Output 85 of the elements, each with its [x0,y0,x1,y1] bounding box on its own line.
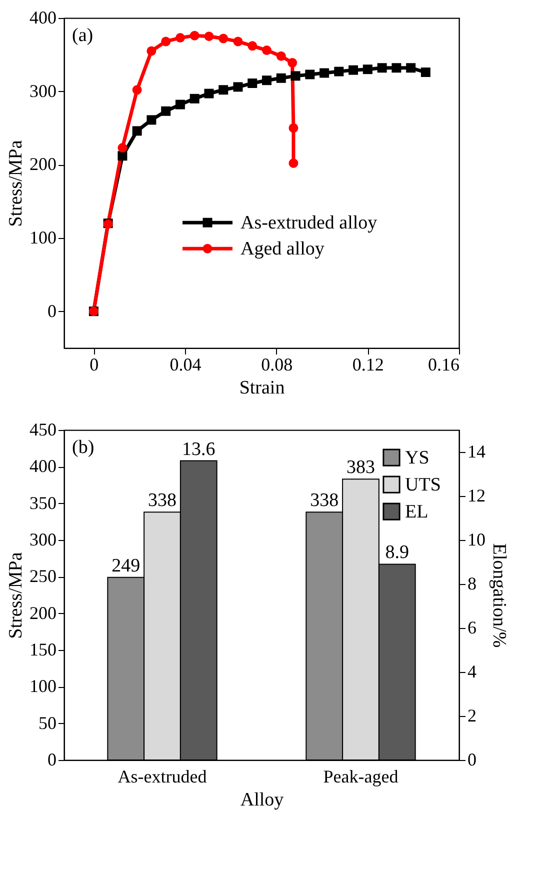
point [132,85,142,95]
data-label: 249 [112,555,140,576]
point [146,115,156,125]
data-label: 338 [310,490,339,512]
point [377,63,387,73]
point [406,63,416,73]
y-tick-label: 50 [38,712,56,733]
point [161,106,171,116]
point [118,151,128,161]
y-tick-label: 400 [30,456,56,476]
y2-tick-label: 10 [468,530,486,550]
y2-tick-label: 0 [468,750,476,770]
annotation: (a) [72,25,94,46]
data-label: 338 [148,490,177,512]
x-tick-label: 0.12 [352,354,384,374]
point [420,68,430,78]
y-tick-label: 100 [30,676,56,696]
legend-label: YS [405,448,430,468]
point [248,78,258,88]
x-tick-label: 0.08 [261,354,293,374]
point [348,65,358,75]
y2-tick-label: 14 [468,442,486,462]
x-tick-label: Peak-aged [323,766,398,786]
annotation: (b) [72,437,94,458]
point [288,123,298,133]
y-tick-label: 350 [30,492,56,513]
y2-tick-label: 12 [468,486,486,506]
point [190,30,200,40]
y-tick-label: 200 [30,154,56,174]
y-tick-label: 150 [30,640,56,660]
point [175,100,185,110]
point [218,85,228,95]
x-tick-label: 0.04 [170,354,202,374]
point [290,71,300,81]
point [305,70,315,80]
y-tick-label: 250 [30,566,56,586]
y-tick-label: 300 [30,80,56,101]
legend-label: UTS [405,474,441,496]
point [218,34,228,44]
legend-label: As-extruded alloy [240,212,378,234]
point [334,66,344,76]
point [392,63,402,73]
y2-tick-label: 2 [468,706,476,726]
legend-label: EL [405,502,428,522]
point [276,51,286,61]
legend-label: Aged alloy [240,238,325,260]
data-label: 383 [346,457,375,478]
point [262,76,272,86]
x-tick-label: 0.16 [428,354,460,374]
y-axis-title: Stress/MPa [6,140,26,227]
y2-tick-label: 8 [468,574,476,594]
point [146,46,156,56]
point [204,32,214,42]
point [362,64,372,74]
point [132,126,142,136]
point [161,36,171,46]
y-axis-title: Stress/MPa [6,552,26,639]
y-tick-label: 450 [30,420,56,440]
y2-axis-title: Elongation/% [488,543,510,648]
y-tick-label: 100 [30,228,56,248]
y-tick-label: 0 [48,300,56,321]
x-tick-label: As-extruded [118,766,207,786]
point [175,33,185,43]
point [204,88,214,98]
point [248,41,258,51]
data-label: 8.9 [385,542,410,564]
point [288,58,298,68]
y-tick-label: 200 [30,602,56,623]
y-tick-label: 400 [30,8,56,28]
y2-tick-label: 4 [468,662,476,682]
point [276,73,286,83]
y2-tick-label: 6 [468,618,476,638]
point [288,158,298,168]
y-tick-label: 300 [30,530,56,550]
point [262,46,272,55]
point [233,82,243,92]
point [118,143,128,153]
point [190,94,200,104]
x-tick-label: 0 [90,354,99,374]
point [320,68,330,78]
data-label: 13.6 [182,438,216,460]
x-axis-title: Alloy [240,790,284,810]
point [233,36,243,46]
x-axis-title: Strain [239,378,286,398]
y-tick-label: 0 [48,750,56,770]
